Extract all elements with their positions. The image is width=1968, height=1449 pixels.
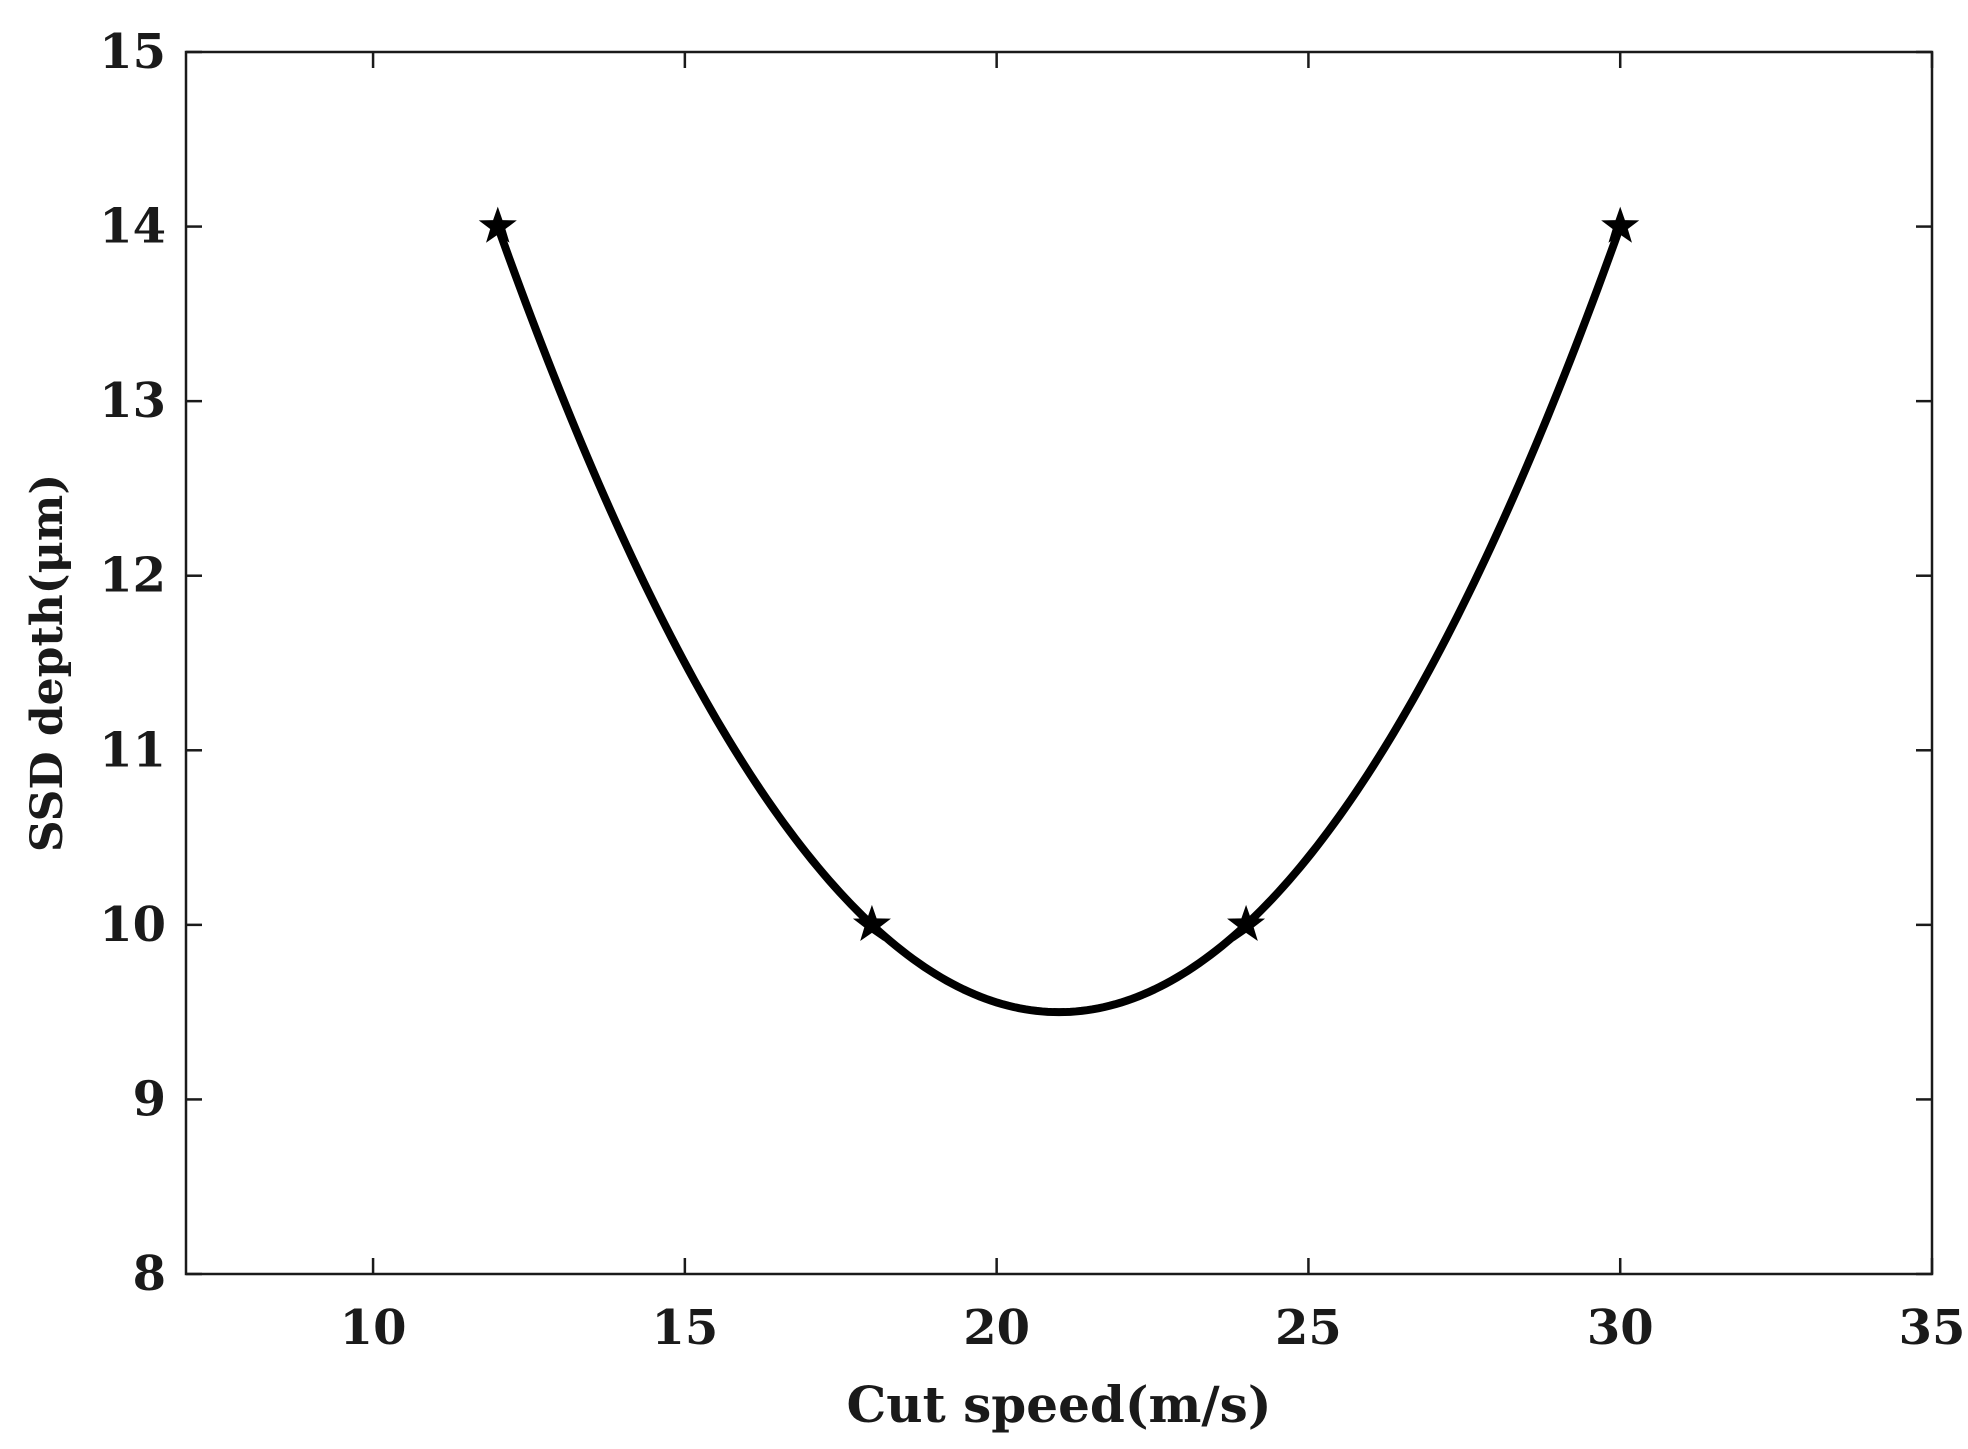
axis-ticks: 10 15 20 25 30 35 8 9 10 11 12 13 14 15 (99, 24, 1965, 1356)
y-tick-label: 15 (99, 24, 166, 80)
y-tick-label: 10 (99, 897, 166, 953)
y-tick-label: 8 (133, 1246, 166, 1302)
x-tick-label: 15 (651, 1300, 718, 1356)
data-point-star (852, 904, 891, 942)
data-point-star (1227, 904, 1266, 942)
x-axis-label: Cut speed(m/s) (847, 1375, 1272, 1434)
x-tick-label: 30 (1587, 1300, 1654, 1356)
y-tick-label: 13 (99, 373, 166, 429)
y-tick-label: 9 (133, 1071, 166, 1127)
y-tick-label: 14 (99, 199, 166, 255)
x-tick-label: 35 (1899, 1300, 1966, 1356)
fitted-curve (493, 222, 1625, 1017)
data-point-star (478, 206, 517, 243)
plot-area (184, 50, 1934, 1276)
marker-layer (478, 206, 1640, 942)
data-point-star (1601, 206, 1640, 243)
curve-layer (493, 222, 1625, 1017)
y-tick-label: 12 (99, 548, 166, 604)
y-tick-label: 11 (99, 722, 166, 778)
x-tick-label: 25 (1275, 1300, 1342, 1356)
x-tick-label: 20 (963, 1300, 1030, 1356)
y-axis-label: SSD depth(μm) (22, 474, 73, 852)
x-tick-label: 10 (340, 1300, 407, 1356)
